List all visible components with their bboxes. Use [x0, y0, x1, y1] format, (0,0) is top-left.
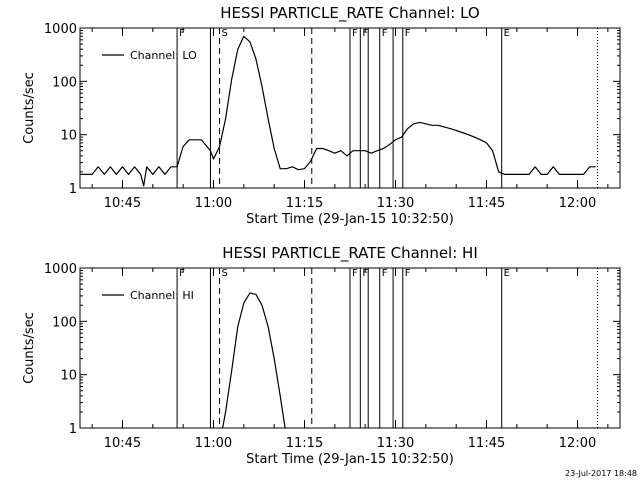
x-tick-label: 11:30 [377, 436, 414, 451]
chart-title: HESSI PARTICLE_RATE Channel: LO [220, 4, 479, 23]
y-tick-label: 100 [52, 75, 77, 90]
y-tick-label: 1000 [44, 262, 77, 277]
series-line [80, 35, 596, 187]
event-marker-label: F [352, 28, 358, 39]
y-tick-label: 1000 [44, 22, 77, 37]
x-tick-label: 12:00 [559, 196, 596, 211]
y-tick-label: 10 [60, 129, 77, 144]
y-tick-label: 10 [60, 369, 77, 384]
y-axis-label: Counts/sec [22, 312, 37, 384]
event-marker-label: F [179, 268, 185, 279]
event-marker-label: S [222, 268, 228, 279]
x-tick-label: 11:30 [377, 196, 414, 211]
x-tick-label: 11:15 [286, 196, 323, 211]
x-tick-label: 10:45 [104, 196, 141, 211]
chart-panel-2: HESSI PARTICLE_RATE Channel: HI 1 10 100 100… [22, 244, 621, 467]
x-axis-label: Start Time (29-Jan-15 10:32:50) [246, 212, 454, 227]
chart-panel-1: HESSI PARTICLE_RATE Channel: LO 1 10 100 100… [22, 4, 621, 227]
y-tick-label: 1 [69, 422, 77, 437]
event-marker-label: S [222, 28, 228, 39]
y-axis-label: Counts/sec [22, 72, 37, 144]
series-line [222, 292, 286, 429]
event-marker-label: F [362, 28, 368, 39]
event-marker-label: F [382, 268, 388, 279]
y-tick-label: 1 [69, 182, 77, 197]
legend-label: Channel: LO [130, 49, 197, 62]
y-tick-label: 100 [52, 315, 77, 330]
x-tick-label: 10:45 [104, 436, 141, 451]
event-marker-label: F [352, 268, 358, 279]
timestamp-label: 23-Jul-2017 18:48 [565, 469, 637, 478]
x-tick-label: 12:00 [559, 436, 596, 451]
chart-title: HESSI PARTICLE_RATE Channel: HI [222, 244, 478, 263]
event-marker-label: E [504, 28, 510, 39]
event-marker-label: F [405, 28, 411, 39]
x-axis-label: Start Time (29-Jan-15 10:32:50) [246, 452, 454, 467]
x-tick-label: 11:45 [468, 436, 505, 451]
event-marker-label: F [382, 28, 388, 39]
event-marker-label: F [179, 28, 185, 39]
x-tick-label: 11:00 [195, 196, 232, 211]
event-marker-label: E [504, 268, 510, 279]
legend-label: Channel: HI [130, 289, 194, 302]
event-marker-label: F [362, 268, 368, 279]
event-marker-label: F [405, 268, 411, 279]
x-tick-label: 11:15 [286, 436, 323, 451]
x-tick-label: 11:00 [195, 436, 232, 451]
x-tick-label: 11:45 [468, 196, 505, 211]
